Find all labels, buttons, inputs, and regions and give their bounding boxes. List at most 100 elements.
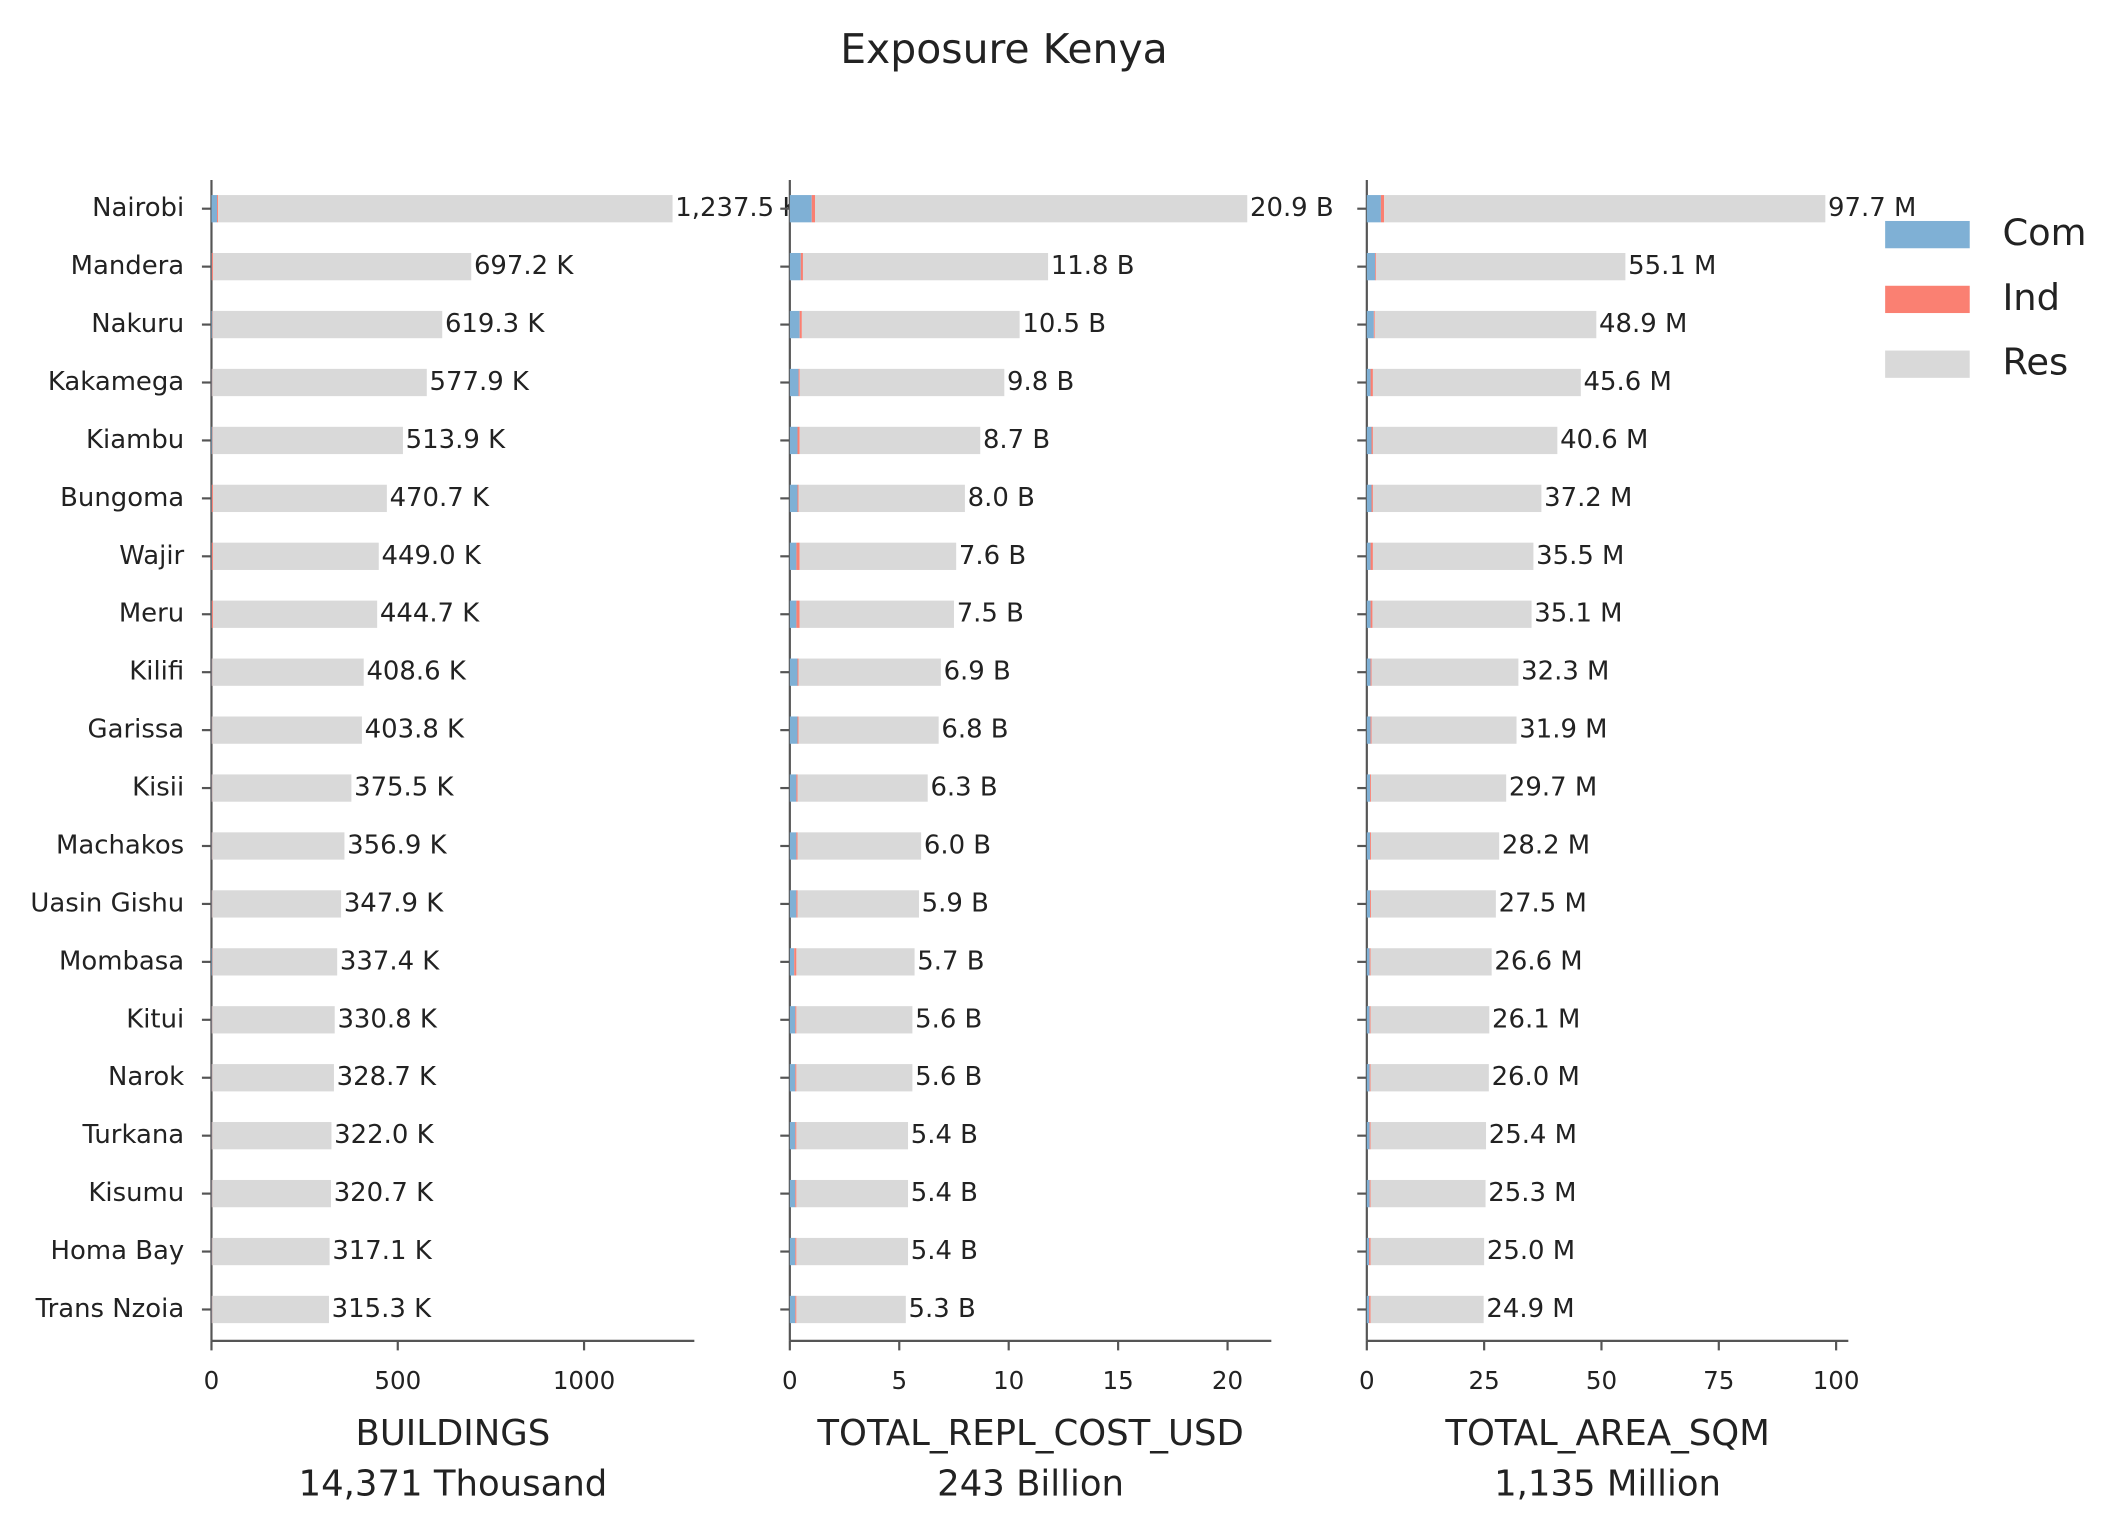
bar-segment: [789, 890, 797, 918]
y-tick-label: Machakos: [56, 830, 184, 860]
bar-segment: [789, 484, 798, 513]
y-tick-label: Turkana: [82, 1120, 185, 1150]
bar-segment: [796, 1295, 906, 1324]
value-label: 97.7 M: [1828, 193, 1916, 223]
bar-segment: [789, 195, 812, 223]
value-label: 6.8 B: [941, 715, 1008, 745]
bar-segment: [1372, 368, 1581, 397]
bar-segment: [212, 1179, 331, 1208]
bar-segment: [1366, 542, 1371, 570]
x-tick-label: 20: [1212, 1366, 1243, 1395]
value-label: 337.4 K: [340, 946, 440, 976]
y-tick-label: Meru: [119, 599, 184, 629]
bar-segment: [789, 1122, 796, 1150]
bar-segment: [1370, 658, 1372, 686]
value-label: 5.4 B: [911, 1120, 978, 1150]
bar-segment: [789, 774, 797, 802]
value-label: 408.6 K: [366, 657, 466, 687]
bar-segment: [1369, 1237, 1371, 1266]
bar-segment: [1370, 542, 1373, 570]
bar-segment: [212, 832, 345, 860]
bar-segment: [212, 310, 443, 339]
value-label: 48.9 M: [1599, 309, 1687, 339]
bar-segment: [796, 1237, 909, 1266]
value-label: 347.9 K: [344, 888, 444, 918]
bar-segment: [797, 890, 919, 918]
y-tick-label: Mandera: [71, 251, 185, 281]
value-label: 330.8 K: [337, 1004, 437, 1034]
value-label: 5.6 B: [915, 1004, 982, 1034]
bar-segment: [212, 1122, 332, 1150]
value-label: 27.5 M: [1499, 888, 1587, 918]
bar-segment: [212, 542, 379, 570]
bar-segment: [789, 1006, 796, 1034]
value-label: 26.0 M: [1492, 1062, 1580, 1092]
bar-segment: [211, 310, 213, 339]
value-label: 11.8 B: [1051, 251, 1135, 281]
bar-segment: [1366, 890, 1371, 918]
bar-segment: [796, 1006, 913, 1034]
bar-segment: [1366, 310, 1374, 339]
value-label: 320.7 K: [334, 1178, 434, 1208]
bar-segment: [1366, 1295, 1370, 1324]
bar-segment: [800, 252, 803, 281]
legend-label: Com: [2002, 211, 2086, 254]
bar-segment: [1369, 1179, 1371, 1208]
bar-segment: [789, 1295, 796, 1324]
value-label: 5.4 B: [911, 1178, 978, 1208]
bar-segment: [1370, 890, 1372, 918]
bar-segment: [212, 1237, 330, 1266]
bar-segment: [796, 1064, 913, 1092]
bar-segment: [1366, 252, 1376, 281]
bar-segment: [1371, 890, 1496, 918]
x-axis-sublabel: 14,371 Thousand: [299, 1463, 608, 1504]
value-label: 55.1 M: [1628, 251, 1716, 281]
bar-segment: [1372, 484, 1542, 513]
bar-segment: [212, 716, 362, 744]
y-tick-label: Wajir: [119, 541, 184, 571]
value-label: 619.3 K: [445, 309, 545, 339]
y-tick-label: Mombasa: [59, 946, 184, 976]
bar-segment: [797, 832, 922, 860]
x-axis-sublabel: 243 Billion: [937, 1463, 1124, 1504]
bar-segment: [1370, 600, 1373, 628]
bar-segment: [798, 484, 965, 513]
value-label: 25.3 M: [1488, 1178, 1576, 1208]
bar-segment: [212, 426, 403, 455]
value-label: 5.4 B: [911, 1236, 978, 1266]
bar-segment: [795, 1006, 797, 1034]
bar-segment: [211, 252, 213, 281]
value-label: 5.7 B: [917, 946, 984, 976]
bar-segment: [1371, 484, 1373, 513]
bar-segment: [1366, 1237, 1370, 1266]
bar-segment: [1370, 1237, 1485, 1266]
y-tick-label: Kitui: [126, 1004, 184, 1034]
legend-label: Ind: [2002, 276, 2060, 319]
value-label: 24.9 M: [1486, 1294, 1574, 1324]
bar-segment: [1372, 542, 1534, 570]
bar-segment: [789, 310, 800, 339]
y-tick-label: Trans Nzoia: [35, 1294, 185, 1324]
bar-segment: [1366, 195, 1381, 223]
y-tick-label: Kisumu: [88, 1178, 184, 1208]
bar-segment: [796, 1122, 909, 1150]
bar-segment: [789, 1064, 796, 1092]
bar-segment: [796, 1179, 909, 1208]
bar-segment: [217, 195, 219, 223]
value-label: 7.6 B: [959, 541, 1026, 571]
bar-segment: [795, 1122, 797, 1150]
bar-segment: [1370, 1179, 1486, 1208]
x-axis-label: TOTAL_REPL_COST_USD: [816, 1413, 1243, 1454]
y-tick-label: Kiambu: [86, 425, 184, 455]
legend-swatch: [1885, 285, 1970, 314]
value-label: 8.7 B: [983, 425, 1050, 455]
y-tick-label: Homa Bay: [51, 1236, 185, 1266]
value-label: 45.6 M: [1584, 367, 1672, 397]
bar-segment: [1372, 600, 1532, 628]
y-tick-label: Garissa: [88, 715, 185, 745]
value-label: 375.5 K: [354, 773, 454, 803]
bar-segment: [1372, 426, 1558, 455]
value-label: 5.9 B: [922, 888, 989, 918]
